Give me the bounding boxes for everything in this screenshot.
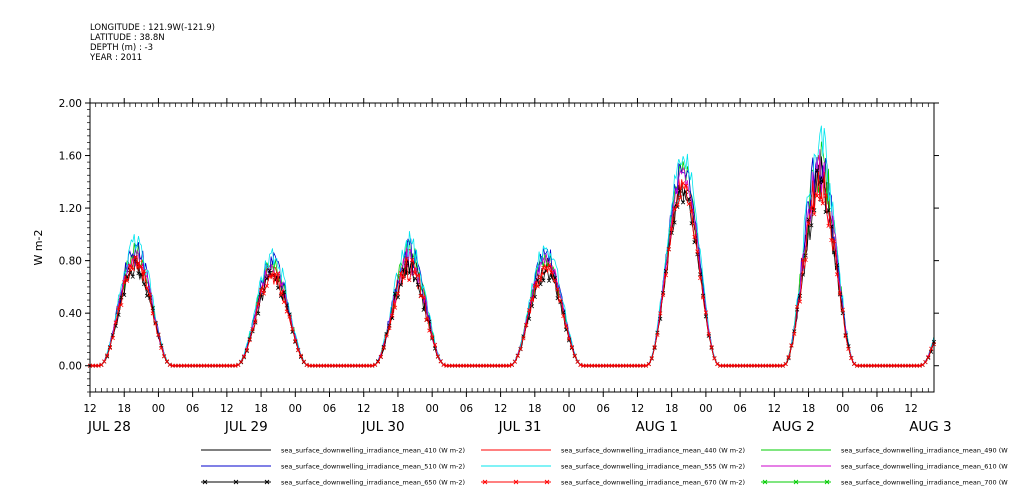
legend-marker	[544, 479, 550, 485]
x-tick-label: 18	[665, 403, 678, 415]
x-tick-label: 18	[391, 403, 404, 415]
x-tick-label: 18	[528, 403, 541, 415]
y-tick-label: 1.60	[59, 151, 82, 163]
legend-marker	[202, 479, 208, 485]
series-line-7	[90, 171, 935, 367]
legend-marker	[233, 479, 239, 485]
meta-year: YEAR : 2011	[90, 53, 143, 63]
y-axis-label: W m-2	[32, 229, 45, 265]
legend-label: sea_surface_downwelling_irradiance_mean_…	[281, 463, 465, 471]
legend-entry: sea_surface_downwelling_irradiance_mean_…	[481, 463, 745, 471]
x-minor-ticks	[89, 103, 935, 392]
legend-marker	[482, 479, 488, 485]
legend-entry: sea_surface_downwelling_irradiance_mean_…	[481, 447, 745, 455]
legend-entry: sea_surface_downwelling_irradiance_mean_…	[761, 479, 1009, 487]
legend-marker	[513, 479, 519, 485]
x-tick-label: 00	[699, 403, 712, 415]
y-tick-label: 0.80	[59, 256, 82, 268]
meta-latitude: LATITUDE : 38.8N	[90, 33, 165, 43]
x-date-label: AUG 2	[772, 419, 814, 435]
series-markers-6	[87, 168, 937, 368]
legend-entry: sea_surface_downwelling_irradiance_mean_…	[201, 463, 465, 471]
legend-marker	[264, 479, 270, 485]
legend-label: sea_surface_downwelling_irradiance_mean_…	[841, 463, 1009, 471]
x-tick-label: 06	[460, 403, 474, 415]
x-tick-label: 06	[323, 403, 337, 415]
series-line-6	[90, 168, 935, 367]
legend: sea_surface_downwelling_irradiance_mean_…	[201, 447, 1009, 487]
legend-label: sea_surface_downwelling_irradiance_mean_…	[281, 447, 465, 455]
legend-label: sea_surface_downwelling_irradiance_mean_…	[561, 447, 745, 455]
legend-entry: sea_surface_downwelling_irradiance_mean_…	[201, 479, 465, 487]
meta-longitude: LONGITUDE : 121.9W(-121.9)	[90, 23, 215, 33]
x-tick-label: 12	[83, 403, 96, 415]
legend-entry: sea_surface_downwelling_irradiance_mean_…	[761, 463, 1009, 471]
legend-label: sea_surface_downwelling_irradiance_mean_…	[561, 479, 745, 487]
x-date-label: JUL 31	[498, 419, 542, 435]
x-tick-label: 00	[152, 403, 165, 415]
x-tick-label: 06	[597, 403, 611, 415]
plot-series	[87, 125, 937, 368]
x-tick-label: 18	[802, 403, 815, 415]
x-tick-label: 18	[118, 403, 131, 415]
y-tick-label: 0.40	[59, 308, 82, 320]
series-line-1	[90, 155, 935, 367]
y-tick-label: 2.00	[59, 98, 82, 110]
legend-marker	[824, 479, 830, 485]
x-tick-label: 06	[870, 403, 884, 415]
x-tick-label: 12	[768, 403, 781, 415]
series-line-2	[90, 141, 935, 367]
legend-label: sea_surface_downwelling_irradiance_mean_…	[281, 479, 465, 487]
legend-entry: sea_surface_downwelling_irradiance_mean_…	[761, 447, 1009, 455]
legend-label: sea_surface_downwelling_irradiance_mean_…	[561, 463, 745, 471]
legend-label: sea_surface_downwelling_irradiance_mean_…	[841, 479, 1009, 487]
x-tick-label: 12	[905, 403, 918, 415]
meta-depth: DEPTH (m) : -3	[90, 43, 153, 53]
legend-label: sea_surface_downwelling_irradiance_mean_…	[841, 447, 1009, 455]
legend-marker	[793, 479, 799, 485]
x-tick-label: 00	[289, 403, 302, 415]
x-tick-label: 12	[631, 403, 644, 415]
x-tick-label: 06	[733, 403, 747, 415]
x-tick-label: 00	[836, 403, 849, 415]
x-tick-label: 00	[425, 403, 438, 415]
y-tick-label: 1.20	[59, 203, 82, 215]
axes: 12 18 00 06 12 18 00 06 12 18 00 06 12 18 00 06 12 18 00 06…	[32, 98, 952, 435]
x-date-label: JUL 28	[87, 419, 131, 435]
x-tick-label: 18	[254, 403, 267, 415]
x-tick-label: 06	[186, 403, 200, 415]
legend-entry: sea_surface_downwelling_irradiance_mean_…	[481, 479, 745, 487]
x-date-label: JUL 29	[224, 419, 268, 435]
x-tick-label: 00	[562, 403, 575, 415]
x-tick-label: 12	[494, 403, 507, 415]
x-tick-label: 12	[357, 403, 370, 415]
series-line-0	[90, 156, 935, 367]
legend-marker	[762, 479, 768, 485]
x-date-label: JUL 30	[361, 419, 405, 435]
y-tick-label: 0.00	[59, 361, 82, 373]
legend-entry: sea_surface_downwelling_irradiance_mean_…	[201, 447, 465, 455]
x-date-label: AUG 3	[909, 419, 951, 435]
x-date-label: AUG 1	[635, 419, 677, 435]
x-tick-label: 12	[220, 403, 233, 415]
